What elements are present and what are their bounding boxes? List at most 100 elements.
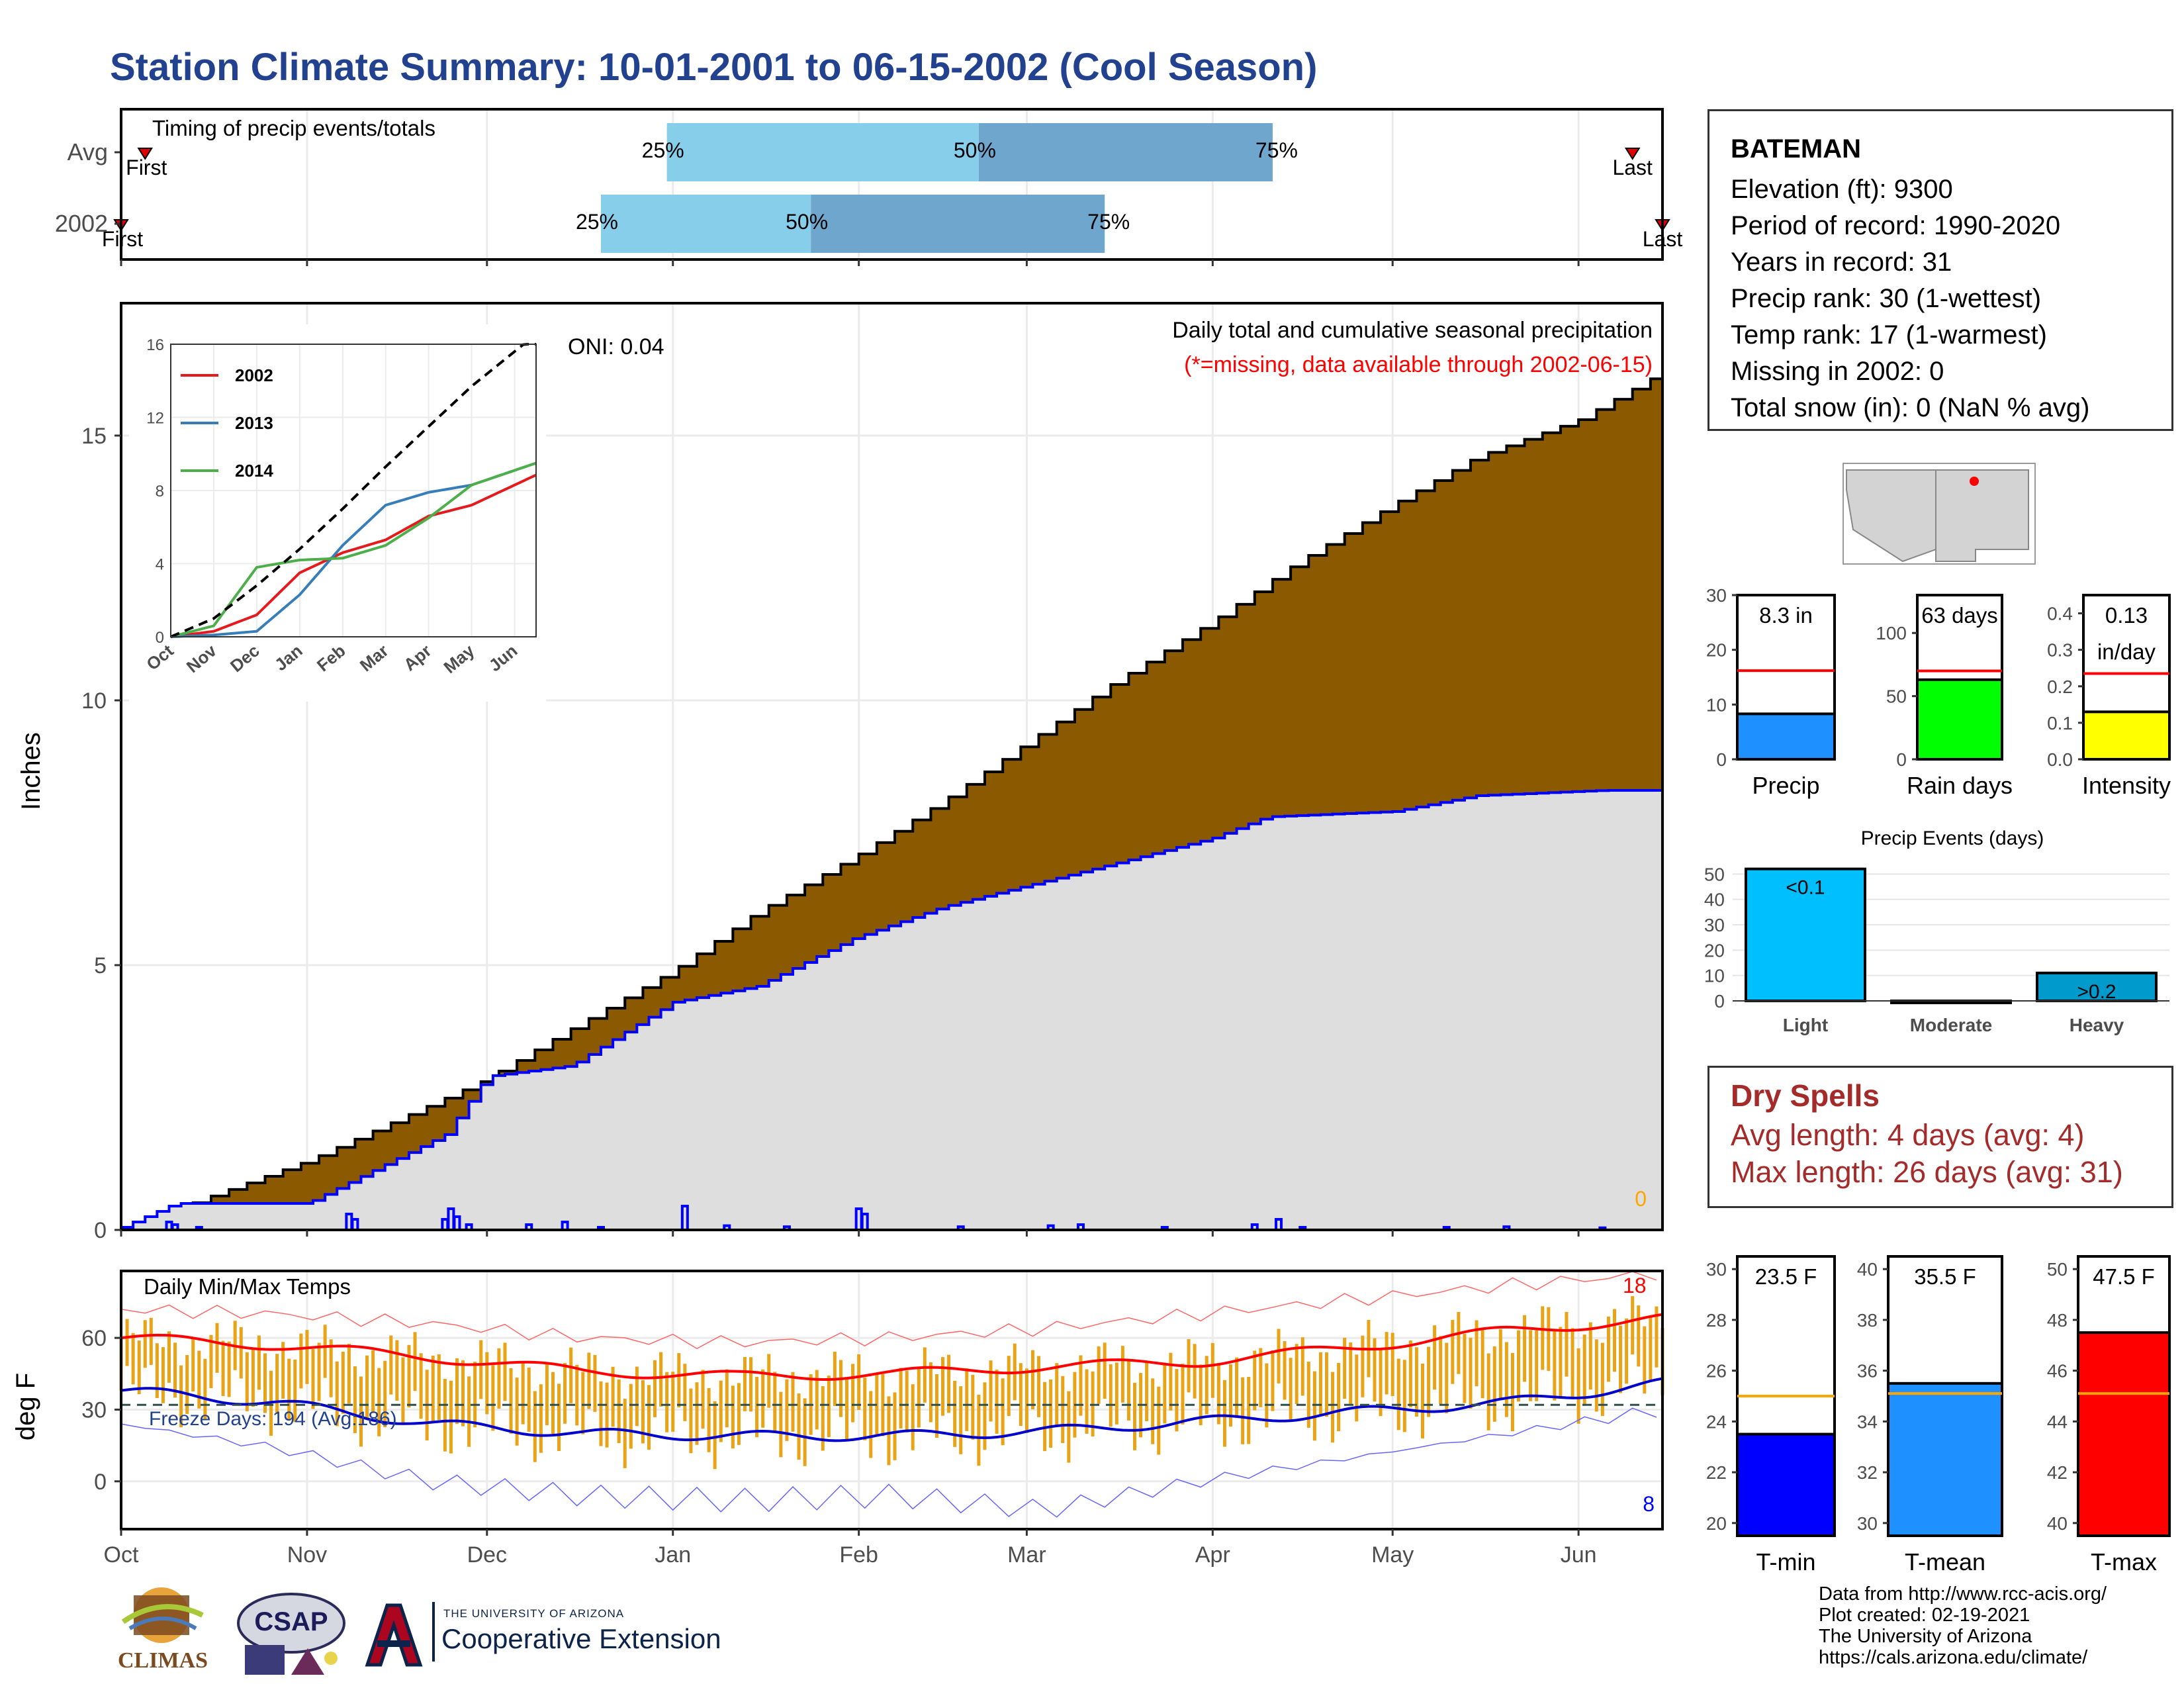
temp-daily-bar — [575, 1364, 579, 1426]
climas-text: CLIMAS — [117, 1648, 208, 1673]
temp-daily-bar — [1318, 1352, 1322, 1417]
temp-daily-bar — [461, 1360, 465, 1427]
temp-daily-bar — [617, 1379, 621, 1444]
temp-daily-bar — [401, 1357, 405, 1424]
temp-daily-bar — [1396, 1358, 1400, 1430]
temp-daily-bar — [539, 1384, 543, 1453]
temp-daily-bar — [545, 1363, 549, 1426]
climas-logo: CLIMAS — [110, 1582, 216, 1681]
temp-daily-bar — [791, 1372, 795, 1432]
precip-ytick-label: 15 — [81, 424, 107, 449]
temp-xtick-label: Oct — [104, 1542, 139, 1568]
timing-title: Timing of precip events/totals — [152, 116, 435, 140]
tmean_small-ytick-label: 36 — [1857, 1361, 1878, 1382]
temp-daily-bar — [623, 1399, 627, 1468]
temp-daily-bar — [245, 1352, 249, 1411]
precip-ylabel: Inches — [17, 732, 46, 810]
temp-daily-bar — [581, 1372, 585, 1434]
temp-daily-bar — [815, 1370, 819, 1430]
tmax_small-ytick-label: 50 — [2047, 1259, 2068, 1280]
events-ytick-label: 0 — [1714, 991, 1725, 1011]
precip_small-category-label: Precip — [1752, 772, 1819, 799]
temp-daily-bar — [1019, 1363, 1023, 1427]
temp-daily-bar — [1199, 1364, 1203, 1425]
temp-daily-bar — [1289, 1358, 1293, 1422]
tmax_small-ytick-label: 44 — [2047, 1411, 2068, 1432]
tmax_small-ytick-label: 40 — [2047, 1513, 2068, 1534]
temp-daily-bar — [1469, 1337, 1473, 1409]
temp-xtick-label: Feb — [839, 1542, 878, 1568]
temp-daily-bar — [1457, 1311, 1461, 1374]
temp-daily-bar — [413, 1332, 417, 1391]
temp-daily-bar — [1414, 1347, 1418, 1417]
precip-oni-label: ONI: 0.04 — [568, 334, 664, 359]
tmin_small-ytick-label: 26 — [1706, 1361, 1727, 1382]
temp-daily-bar — [797, 1393, 801, 1460]
temp-daily-bar — [473, 1362, 477, 1428]
temp-daily-bar — [227, 1341, 231, 1397]
raindays_small-ytick-label: 50 — [1886, 686, 1907, 707]
timing-ylabel: Avg — [68, 138, 108, 165]
temp-daily-bar — [869, 1391, 873, 1458]
temp-daily-bar — [857, 1354, 861, 1410]
temp-daily-bar — [989, 1360, 993, 1422]
temp-daily-bar — [1510, 1352, 1514, 1432]
temp-daily-bar — [1355, 1354, 1359, 1422]
temp-daily-bar — [1492, 1346, 1496, 1422]
temp-daily-bar — [719, 1380, 723, 1442]
temp-daily-bar — [1559, 1327, 1563, 1397]
temp-daily-bar — [647, 1385, 651, 1450]
temp-daily-bar — [1024, 1368, 1028, 1433]
temp-daily-bar — [845, 1377, 849, 1440]
timing-q50-label: 50% — [954, 138, 996, 162]
temp-daily-bar — [1576, 1348, 1580, 1424]
temp-daily-bar — [971, 1374, 975, 1440]
temp-daily-bar — [737, 1383, 741, 1445]
station-line: Years in record: 31 — [1731, 248, 1952, 277]
temp-xtick-label: Jun — [1561, 1542, 1597, 1568]
temp-daily-bar — [605, 1382, 609, 1448]
temp-daily-bar — [1001, 1378, 1005, 1446]
raindays_small-ytick-label: 0 — [1896, 749, 1907, 770]
temp-daily-bar — [941, 1357, 945, 1416]
temp-daily-bar — [1433, 1325, 1437, 1390]
temp-daily-bar — [1504, 1342, 1508, 1417]
temp-daily-bar — [467, 1376, 471, 1447]
temp-record-high-line — [120, 1271, 1657, 1350]
temp-daily-bar — [161, 1347, 165, 1403]
timing-first-marker — [137, 148, 154, 160]
locator-map-newmexico — [1935, 469, 2029, 562]
temp-xtick-label: Dec — [467, 1542, 507, 1568]
tmax_small-ytick-label: 46 — [2047, 1361, 2068, 1382]
tmin_small-ytick-label: 28 — [1706, 1310, 1727, 1331]
temp-daily-bar — [1523, 1315, 1527, 1382]
temp-daily-bar — [1175, 1369, 1179, 1432]
temp-avg-min-line — [120, 1377, 1663, 1442]
raindays_small-value-label: 63 days — [1921, 603, 1998, 628]
temp-daily-bar — [407, 1344, 411, 1408]
temp-daily-bar — [1271, 1350, 1275, 1411]
raindays_small-bar — [1916, 678, 2003, 761]
timing-q25-label: 25% — [642, 138, 684, 162]
intensity_small-value-unit: in/day — [2097, 639, 2156, 664]
temp-daily-bar — [599, 1381, 603, 1446]
dry-spells-avg: Avg length: 4 days (avg: 4) — [1731, 1118, 2085, 1152]
temp-daily-bar — [1619, 1325, 1623, 1393]
temp-daily-bar — [593, 1354, 597, 1412]
temp-daily-bar — [893, 1392, 897, 1460]
temp-daily-bar — [215, 1323, 219, 1373]
intensity_small-ytick-label: 0.4 — [2047, 604, 2073, 624]
tmin_small-value-label: 23.5 F — [1755, 1264, 1817, 1289]
temp-daily-bar — [1480, 1329, 1484, 1399]
temp-daily-bar — [371, 1350, 375, 1413]
temp-daily-bar — [1402, 1360, 1406, 1432]
page-title: Station Climate Summary: 10-01-2001 to 0… — [110, 46, 1318, 89]
temp-xtick-label: Nov — [287, 1542, 327, 1568]
temp-daily-bar — [521, 1361, 525, 1425]
temp-daily-bar — [1205, 1356, 1208, 1415]
temp-daily-bar — [359, 1376, 363, 1447]
temp-daily-bar — [743, 1357, 747, 1411]
temp-daily-bar — [1547, 1307, 1551, 1371]
dry-spells-heading: Dry Spells — [1731, 1078, 1880, 1113]
